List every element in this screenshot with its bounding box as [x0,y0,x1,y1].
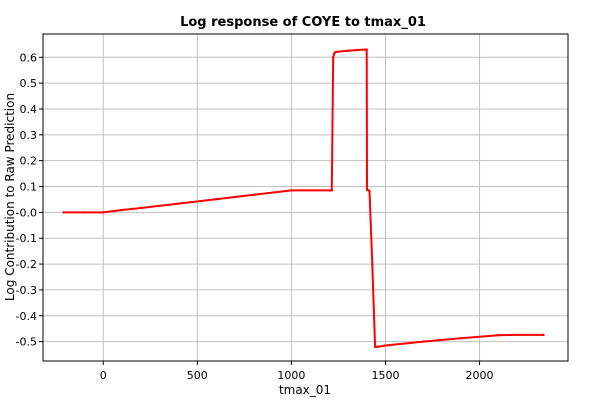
data-point [497,333,500,337]
y-tick-label: -0.5 [16,336,37,349]
data-point [83,211,86,214]
data-point [252,193,255,196]
data-point [102,211,105,214]
data-point [421,340,425,343]
x-tick-label: 1500 [371,369,399,382]
data-point [356,48,359,52]
y-tick-label: 0.6 [20,51,38,64]
y-tick-label: 0.2 [20,155,38,168]
y-tick-label: -0.2 [16,258,37,271]
data-point [371,262,374,266]
y-tick-label: 0.5 [20,77,38,90]
y-tick-label: 0.4 [20,103,38,116]
chart-title: Log response of COYE to tmax_01 [180,15,426,30]
y-tick-label: -0.1 [16,232,37,245]
x-tick-label: 500 [187,369,208,382]
x-tick-label: 2000 [466,369,494,382]
data-point [177,202,180,205]
x-tick-label: 0 [100,369,107,382]
data-point [214,197,218,201]
series-line [63,48,544,348]
data-point [290,189,293,192]
y-tick-label: 0.3 [20,129,38,142]
y-tick-label: -0.0 [16,206,37,219]
data-point [368,189,371,193]
data-point [334,50,337,54]
data-point [120,208,124,212]
data-point [337,50,340,53]
grid [43,34,568,361]
y-tick-label: -0.4 [16,310,37,323]
ticks: 0 500 1000 1500 2000 0.6 0.5 0.4 0.3 0.2 0.1 -0.0 -0… [16,51,494,382]
data-point [62,211,65,214]
data-point [139,206,143,210]
data-point [542,333,545,337]
y-tick-label: 0.1 [20,181,38,194]
data-point [366,188,369,192]
y-axis-label: Log Contribution to Raw Prediction [3,93,17,301]
data-point [459,337,462,340]
data-point [376,345,380,348]
data-point [346,49,350,53]
data-point [373,345,377,348]
plot-area [42,33,569,362]
data-point [327,189,331,192]
data-point [365,48,368,51]
y-tick-label: -0.3 [16,284,37,297]
data-point [515,333,519,337]
data-point [384,344,387,347]
data-point [330,189,334,192]
data-point [331,56,335,59]
x-axis-label: tmax_01 [279,383,331,397]
x-tick-label: 1000 [277,369,305,382]
series-group [62,48,545,348]
